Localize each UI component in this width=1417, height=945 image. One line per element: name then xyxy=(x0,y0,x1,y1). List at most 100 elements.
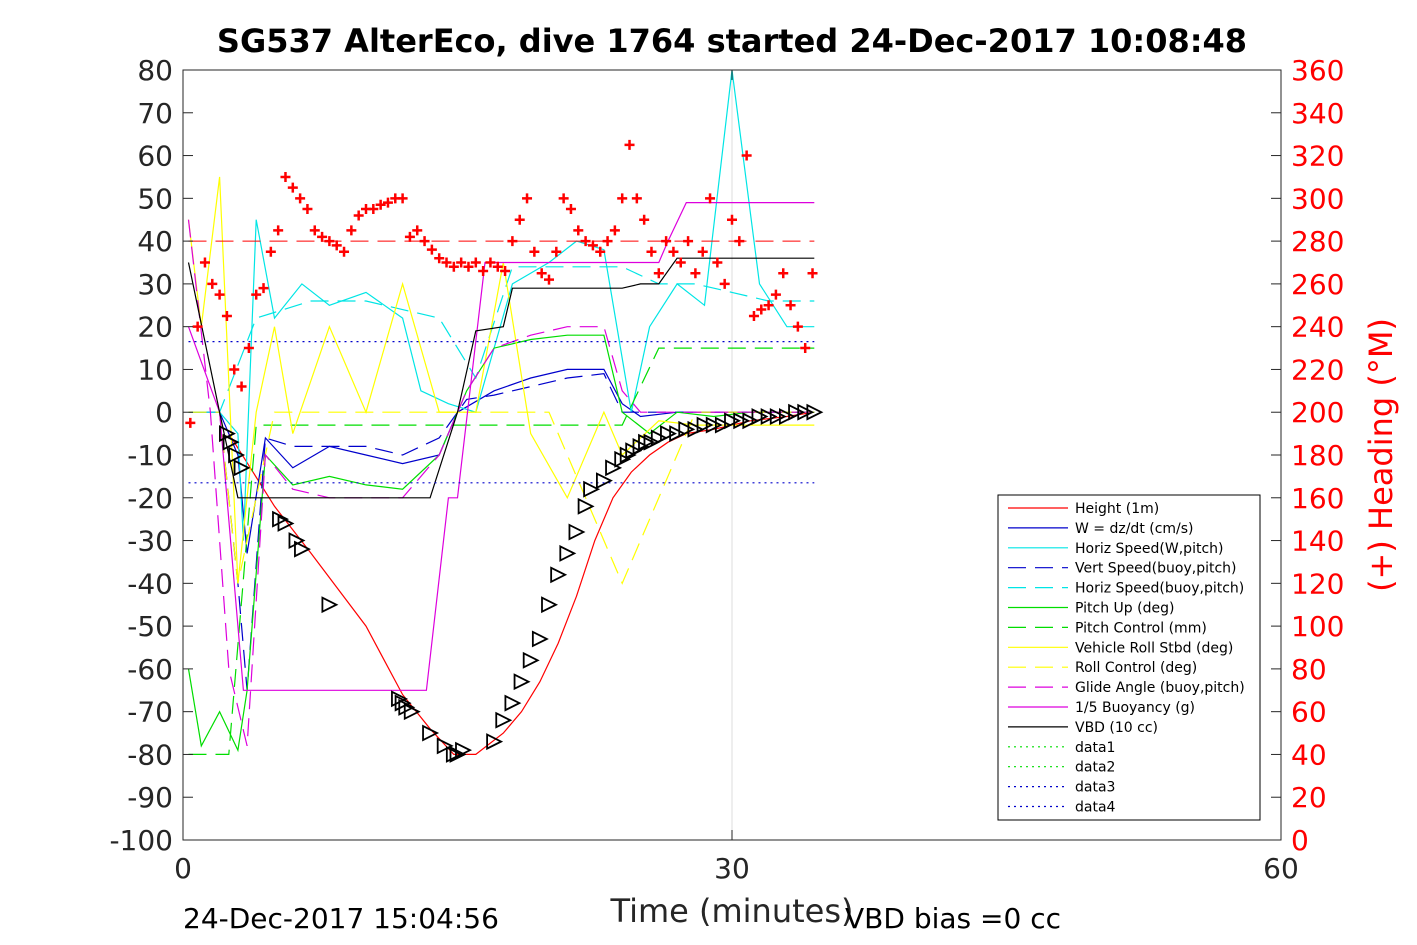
y-right-tick-label: 200 xyxy=(1291,396,1344,429)
vertex-marker xyxy=(788,403,806,421)
heading-point xyxy=(426,244,437,255)
vertex-marker xyxy=(596,472,613,490)
vertex-marker xyxy=(398,698,416,716)
heading-point xyxy=(243,343,254,354)
heading-point xyxy=(756,304,767,315)
y-tick-label: -60 xyxy=(127,653,173,686)
vertex-marker xyxy=(797,403,815,421)
heading-point xyxy=(617,193,628,204)
vertex-marker xyxy=(455,741,473,759)
vertex-marker xyxy=(605,459,623,477)
heading-point xyxy=(492,261,503,272)
heading-point xyxy=(763,300,774,311)
heading-point xyxy=(631,193,642,204)
heading-point xyxy=(470,257,481,268)
heading-point xyxy=(668,246,679,257)
vertex-marker xyxy=(632,437,650,455)
heading-point xyxy=(690,268,701,279)
y-right-tick-label: 100 xyxy=(1291,610,1344,643)
x-tick-label: 60 xyxy=(1263,852,1299,885)
heading-point xyxy=(507,236,518,247)
vertex-marker xyxy=(650,429,668,447)
heading-point xyxy=(339,246,350,257)
heading-point xyxy=(683,236,694,247)
vertex-marker xyxy=(394,694,412,712)
y-tick-label: 0 xyxy=(155,396,173,429)
y-tick-label: 70 xyxy=(137,97,173,130)
y-right-tick-label: 360 xyxy=(1291,54,1344,87)
y-right-tick-label: 80 xyxy=(1291,653,1327,686)
heading-point xyxy=(324,236,335,247)
heading-point xyxy=(705,193,716,204)
heading-point xyxy=(741,150,752,161)
vertex-markers-layer xyxy=(219,403,824,763)
y-tick-label: -40 xyxy=(127,567,173,600)
vertex-marker xyxy=(403,703,421,721)
y-axis-left-ticks: 80 70 60 50 40 30 20 10 0 -10 -20 -30 -40 -50 -60 -70 -8… xyxy=(109,54,193,857)
heading-point xyxy=(412,225,423,236)
vertex-marker xyxy=(422,724,440,742)
heading-point xyxy=(639,214,650,225)
vertex-marker xyxy=(277,514,295,532)
y-right-tick-label: 120 xyxy=(1291,567,1344,600)
heading-point xyxy=(602,236,613,247)
heading-point xyxy=(536,268,547,279)
y-right-tick-label: 340 xyxy=(1291,97,1344,130)
vertex-marker xyxy=(577,497,595,515)
heading-point xyxy=(587,240,598,251)
heading-point xyxy=(353,210,364,221)
vertex-marker xyxy=(705,416,723,434)
y-right-tick-label: 60 xyxy=(1291,696,1327,729)
vertex-marker xyxy=(733,412,751,430)
vertex-marker xyxy=(687,420,705,438)
y-axis-right-ticks: 3603403203002802602402202001801601401201… xyxy=(1271,54,1344,857)
heading-point xyxy=(558,193,569,204)
legend-label: data2 xyxy=(1075,760,1115,776)
heading-point xyxy=(500,266,511,277)
heading-point xyxy=(551,246,562,257)
legend-box xyxy=(997,494,1261,821)
heading-point xyxy=(565,204,576,215)
heading-point xyxy=(719,278,730,289)
heading-point xyxy=(199,257,210,268)
y-right-tick-label: 160 xyxy=(1291,482,1344,515)
vertex-marker xyxy=(513,673,531,691)
legend-label: Horiz Speed(W,pitch) xyxy=(1075,541,1223,557)
y-right-tick-label: 300 xyxy=(1291,182,1344,215)
heading-point xyxy=(192,321,203,332)
legend-label: Pitch Up (deg) xyxy=(1075,601,1174,617)
y-right-tick-label: 140 xyxy=(1291,525,1344,558)
vertex-marker xyxy=(678,420,696,438)
vertex-marker xyxy=(504,694,522,712)
vertex-marker xyxy=(714,416,732,434)
vertex-marker xyxy=(769,408,787,425)
vertex-marker xyxy=(583,480,601,498)
footer-vbd-bias: VBD bias =0 cc xyxy=(845,902,1061,935)
vertex-marker xyxy=(486,733,504,751)
heading-point xyxy=(595,246,606,257)
vertex-marker xyxy=(233,459,251,477)
series-line-pitch-control-mm xyxy=(188,347,815,756)
heading-point xyxy=(368,204,379,215)
vertex-marker xyxy=(321,596,339,614)
heading-point xyxy=(309,225,320,236)
y-right-tick-label: 320 xyxy=(1291,140,1344,173)
series-line-horiz-speed-buoy-pitch xyxy=(188,266,815,413)
vertex-marker xyxy=(541,596,559,614)
heading-point xyxy=(646,246,657,257)
heading-point xyxy=(441,257,452,268)
vertex-marker xyxy=(449,745,467,763)
legend-label: Height (1m) xyxy=(1075,501,1159,517)
heading-point xyxy=(792,321,803,332)
y-right-tick-label: 260 xyxy=(1291,268,1344,301)
x-axis-label: Time (minutes) xyxy=(610,892,854,930)
chart-title: SG537 AlterEco, dive 1764 started 24-Dec… xyxy=(217,22,1247,60)
heading-point xyxy=(463,261,474,272)
heading-point xyxy=(544,274,554,285)
vertex-marker xyxy=(436,737,454,755)
heading-point xyxy=(609,225,620,236)
heading-point xyxy=(295,193,306,204)
heading-point xyxy=(236,381,247,392)
heading-point xyxy=(207,278,218,289)
